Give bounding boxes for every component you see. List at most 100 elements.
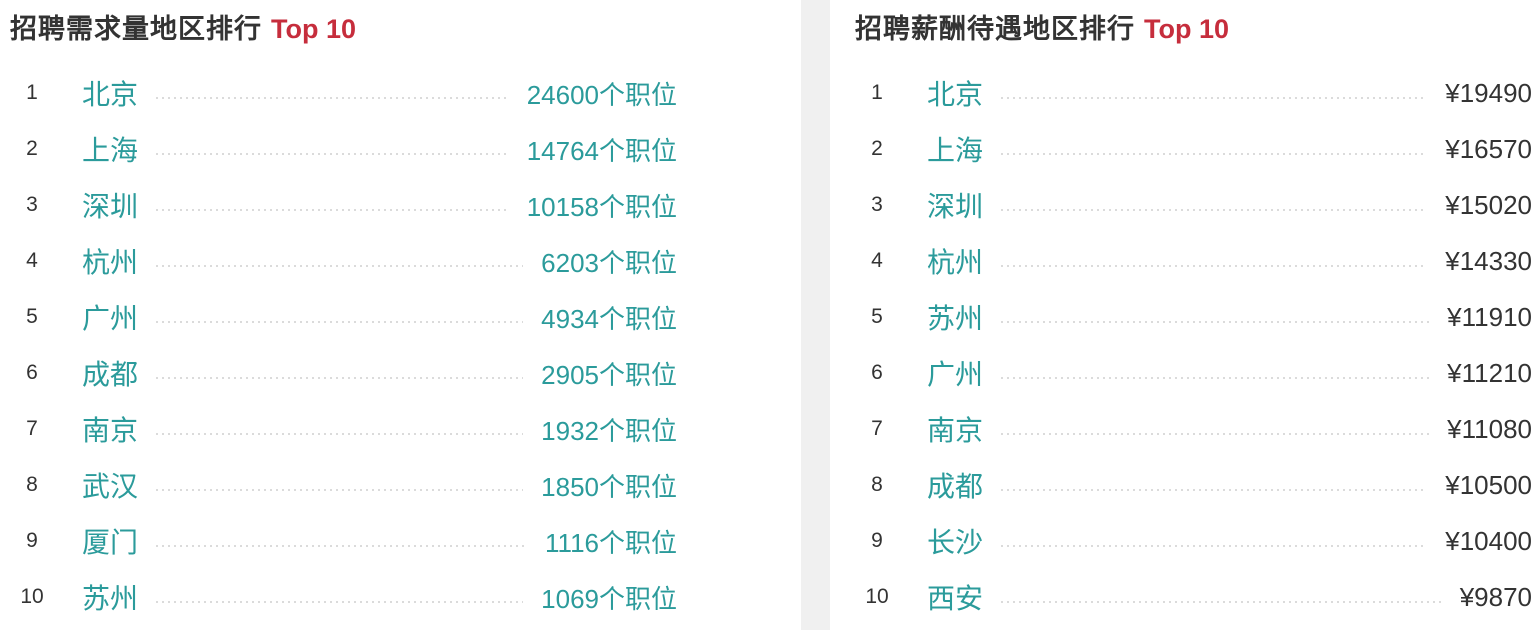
city-link[interactable]: 深圳 xyxy=(82,191,139,222)
list-item: 3 深圳 10158个职位 xyxy=(10,177,677,233)
rank-number: 3 xyxy=(26,193,38,216)
list-item: 2 上海 14764个职位 xyxy=(10,121,677,177)
job-count-value[interactable]: 4934个职位 xyxy=(541,303,677,334)
list-item: 9 长沙 ¥10400 xyxy=(855,513,1532,569)
city-link[interactable]: 武汉 xyxy=(82,471,139,502)
job-count-value[interactable]: 1069个职位 xyxy=(541,583,677,614)
city-link[interactable]: 杭州 xyxy=(927,247,984,278)
list-item: 4 杭州 ¥14330 xyxy=(855,233,1532,289)
top10-badge: Top 10 xyxy=(271,14,357,44)
rank-number: 7 xyxy=(871,417,883,440)
dotted-leader xyxy=(156,321,524,323)
rank-number: 2 xyxy=(871,137,883,160)
dotted-leader xyxy=(156,97,509,99)
job-count-value[interactable]: 10158个职位 xyxy=(526,191,677,222)
rank-number: 4 xyxy=(871,249,883,272)
city-link[interactable]: 北京 xyxy=(82,79,139,110)
dotted-leader xyxy=(156,601,524,603)
dotted-leader xyxy=(1001,601,1442,603)
rank-number: 6 xyxy=(871,361,883,384)
list-item: 6 广州 ¥11210 xyxy=(855,345,1532,401)
top10-badge: Top 10 xyxy=(1144,14,1230,44)
city-link[interactable]: 西安 xyxy=(927,583,984,614)
rank-number: 6 xyxy=(26,361,38,384)
salary-value: ¥15020 xyxy=(1445,189,1532,220)
rank-number: 8 xyxy=(26,473,38,496)
salary-value: ¥14330 xyxy=(1445,245,1532,276)
rank-number: 3 xyxy=(871,193,883,216)
dotted-leader xyxy=(156,265,524,267)
panel-title: 招聘需求量地区排行 Top 10 xyxy=(10,10,801,48)
dotted-leader xyxy=(1001,97,1428,99)
city-link[interactable]: 广州 xyxy=(927,359,984,390)
rank-number: 1 xyxy=(26,81,38,104)
city-link[interactable]: 成都 xyxy=(927,471,984,502)
city-link[interactable]: 南京 xyxy=(927,415,984,446)
city-link[interactable]: 厦门 xyxy=(82,527,139,558)
dotted-leader xyxy=(1001,321,1430,323)
dotted-leader xyxy=(156,545,528,547)
panel-divider xyxy=(801,0,830,630)
rank-number: 9 xyxy=(26,529,38,552)
list-item: 10 西安 ¥9870 xyxy=(855,569,1532,625)
dotted-leader xyxy=(1001,377,1430,379)
dotted-leader xyxy=(156,433,524,435)
list-item: 5 苏州 ¥11910 xyxy=(855,289,1532,345)
list-item: 1 北京 ¥19490 xyxy=(855,65,1532,121)
list-item: 10 苏州 1069个职位 xyxy=(10,569,677,625)
job-count-value[interactable]: 14764个职位 xyxy=(526,135,677,166)
city-link[interactable]: 上海 xyxy=(927,135,984,166)
salary-value: ¥10500 xyxy=(1445,469,1532,500)
panel-job-demand-ranking: 招聘需求量地区排行 Top 10 1 北京 24600个职位 2 上海 14764… xyxy=(10,10,801,625)
list-item: 9 厦门 1116个职位 xyxy=(10,513,677,569)
salary-value: ¥11080 xyxy=(1447,413,1532,444)
city-link[interactable]: 南京 xyxy=(82,415,139,446)
ranking-list: 1 北京 ¥19490 2 上海 ¥16570 3 深圳 ¥15020 4 杭州 xyxy=(855,65,1532,625)
city-link[interactable]: 苏州 xyxy=(927,303,984,334)
rank-number: 5 xyxy=(871,305,883,328)
salary-value: ¥11210 xyxy=(1447,357,1532,388)
salary-value: ¥9870 xyxy=(1459,581,1532,612)
dotted-leader xyxy=(1001,265,1428,267)
dotted-leader xyxy=(156,489,524,491)
rank-number: 7 xyxy=(26,417,38,440)
list-item: 2 上海 ¥16570 xyxy=(855,121,1532,177)
list-item: 3 深圳 ¥15020 xyxy=(855,177,1532,233)
job-count-value[interactable]: 24600个职位 xyxy=(526,79,677,110)
rank-number: 2 xyxy=(26,137,38,160)
city-link[interactable]: 苏州 xyxy=(82,583,139,614)
panel-title: 招聘薪酬待遇地区排行 Top 10 xyxy=(855,10,1532,48)
rank-number: 10 xyxy=(20,585,44,608)
job-count-value[interactable]: 6203个职位 xyxy=(541,247,677,278)
city-link[interactable]: 上海 xyxy=(82,135,139,166)
dotted-leader xyxy=(156,377,524,379)
city-link[interactable]: 杭州 xyxy=(82,247,139,278)
city-link[interactable]: 长沙 xyxy=(927,527,984,558)
city-link[interactable]: 深圳 xyxy=(927,191,984,222)
list-item: 4 杭州 6203个职位 xyxy=(10,233,677,289)
rank-number: 10 xyxy=(865,585,889,608)
dotted-leader xyxy=(156,209,509,211)
rank-number: 5 xyxy=(26,305,38,328)
city-link[interactable]: 北京 xyxy=(927,79,984,110)
list-item: 6 成都 2905个职位 xyxy=(10,345,677,401)
city-link[interactable]: 成都 xyxy=(82,359,139,390)
list-item: 8 武汉 1850个职位 xyxy=(10,457,677,513)
dotted-leader xyxy=(1001,153,1428,155)
salary-value: ¥16570 xyxy=(1445,133,1532,164)
salary-value: ¥19490 xyxy=(1445,77,1532,108)
job-count-value[interactable]: 1116个职位 xyxy=(545,527,677,558)
panel-title-text: 招聘需求量地区排行 xyxy=(10,14,262,44)
job-count-value[interactable]: 2905个职位 xyxy=(541,359,677,390)
dotted-leader xyxy=(1001,433,1430,435)
rank-number: 8 xyxy=(871,473,883,496)
list-item: 7 南京 ¥11080 xyxy=(855,401,1532,457)
job-count-value[interactable]: 1850个职位 xyxy=(541,471,677,502)
rank-number: 9 xyxy=(871,529,883,552)
salary-value: ¥11910 xyxy=(1447,301,1532,332)
job-count-value[interactable]: 1932个职位 xyxy=(541,415,677,446)
rank-number: 1 xyxy=(871,81,883,104)
city-link[interactable]: 广州 xyxy=(82,303,139,334)
ranking-list: 1 北京 24600个职位 2 上海 14764个职位 3 深圳 10158个职… xyxy=(10,65,677,625)
